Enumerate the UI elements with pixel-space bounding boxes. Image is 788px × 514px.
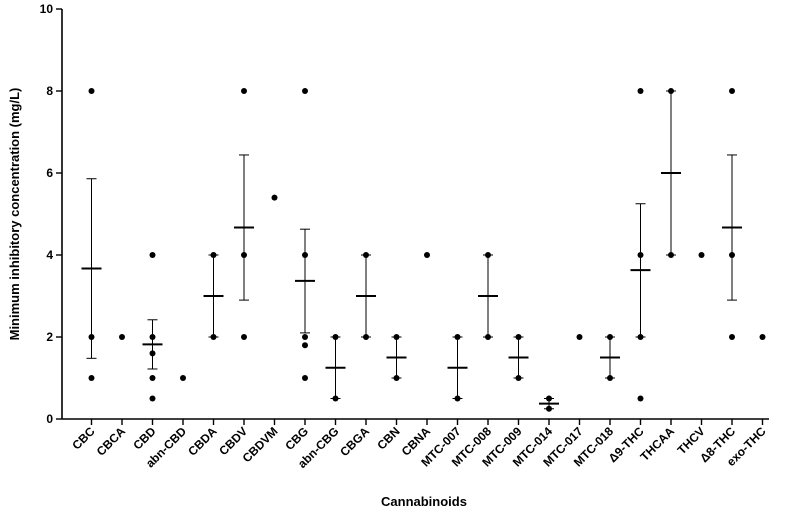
data-point — [515, 334, 522, 340]
data-point — [88, 88, 95, 94]
data-point — [393, 334, 400, 340]
data-point — [210, 252, 217, 258]
y-tick-label: 10 — [40, 2, 54, 16]
x-tick-label: CBCA — [94, 424, 129, 459]
chart-marks — [81, 88, 766, 412]
data-point — [637, 252, 644, 258]
data-point — [241, 252, 247, 258]
data-point — [729, 334, 735, 340]
data-point — [637, 334, 644, 340]
data-point — [332, 334, 339, 340]
y-tick-label: 4 — [46, 248, 53, 262]
data-point — [637, 395, 644, 402]
y-axis-label: Minimum inhibitory concentration (mg/L) — [7, 88, 22, 341]
x-tick-label: CBDA — [185, 424, 220, 459]
y-tick-label: 8 — [46, 84, 53, 98]
data-point — [149, 334, 156, 340]
data-point — [88, 375, 95, 381]
data-point — [607, 375, 613, 381]
data-point — [485, 334, 491, 340]
data-point — [210, 334, 217, 340]
data-point — [637, 88, 644, 94]
data-point — [302, 375, 308, 381]
data-point — [393, 375, 400, 381]
data-point — [607, 334, 613, 340]
data-point — [546, 395, 552, 402]
data-point — [576, 334, 583, 340]
data-point — [454, 395, 461, 402]
data-point — [546, 405, 552, 412]
data-point — [241, 88, 247, 94]
data-point — [302, 334, 308, 340]
data-point — [149, 395, 156, 402]
data-point — [302, 252, 308, 258]
x-axis-label: Cannabinoids — [381, 494, 467, 509]
data-point — [698, 252, 705, 258]
data-point — [454, 334, 461, 340]
data-point — [485, 252, 491, 258]
data-point — [302, 342, 308, 349]
data-point — [149, 350, 156, 357]
data-point — [759, 334, 766, 340]
data-point — [729, 88, 735, 94]
data-point — [88, 334, 95, 340]
data-point — [332, 395, 339, 402]
x-tick-label: CBGA — [337, 424, 372, 459]
data-point — [363, 252, 369, 258]
data-point — [180, 375, 186, 381]
x-tick-label: THCAA — [638, 424, 678, 464]
data-point — [271, 194, 278, 201]
data-point — [241, 334, 247, 340]
data-point — [515, 375, 522, 381]
data-point — [363, 334, 369, 340]
data-point — [668, 252, 674, 258]
y-tick-label: 6 — [46, 166, 53, 180]
y-tick-label: 2 — [46, 330, 53, 344]
data-point — [149, 252, 156, 258]
data-point — [302, 88, 308, 94]
data-point — [149, 375, 156, 381]
data-point — [119, 334, 125, 340]
data-point — [729, 252, 735, 258]
data-point — [424, 252, 430, 258]
data-point — [668, 88, 674, 94]
y-tick-label: 0 — [46, 412, 53, 426]
